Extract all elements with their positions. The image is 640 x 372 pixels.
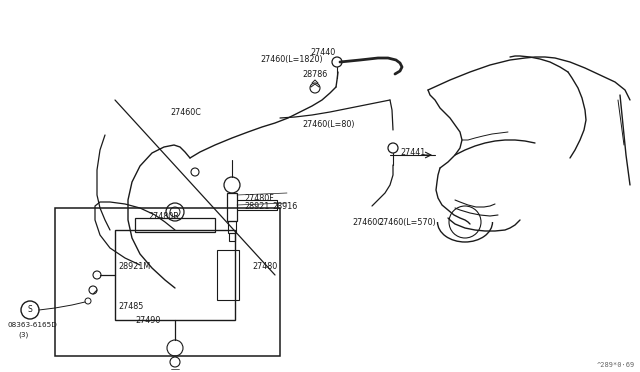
Text: 27485: 27485 (118, 302, 143, 311)
Text: 28916: 28916 (272, 202, 297, 211)
Text: 27480: 27480 (252, 262, 277, 271)
Bar (115, 230, 235, 320)
Text: 08363-6165D: 08363-6165D (8, 322, 58, 328)
Bar (228, 221, 236, 233)
Text: 27460C: 27460C (170, 108, 201, 117)
Text: 27460(L=80): 27460(L=80) (302, 120, 355, 129)
Text: 27440: 27440 (310, 48, 335, 57)
Text: 28921M: 28921M (118, 262, 150, 271)
Text: ^289*0·69: ^289*0·69 (596, 362, 635, 368)
Text: 27480F: 27480F (244, 194, 274, 203)
Text: (3): (3) (18, 332, 28, 339)
Bar (55, 208, 280, 356)
Text: 27460C: 27460C (352, 218, 383, 227)
Bar (227, 193, 237, 221)
Text: 28921: 28921 (244, 202, 269, 211)
Text: 27441: 27441 (400, 148, 425, 157)
Text: 27460(L=570): 27460(L=570) (378, 218, 436, 227)
Text: 27480B: 27480B (148, 212, 179, 221)
Bar (217, 250, 239, 300)
Text: S: S (28, 305, 33, 314)
Bar (135, 218, 215, 232)
Bar (229, 233, 235, 241)
Text: 28786: 28786 (302, 70, 327, 79)
Text: 27460(L=1820): 27460(L=1820) (260, 55, 323, 64)
Text: 27490: 27490 (135, 316, 161, 325)
